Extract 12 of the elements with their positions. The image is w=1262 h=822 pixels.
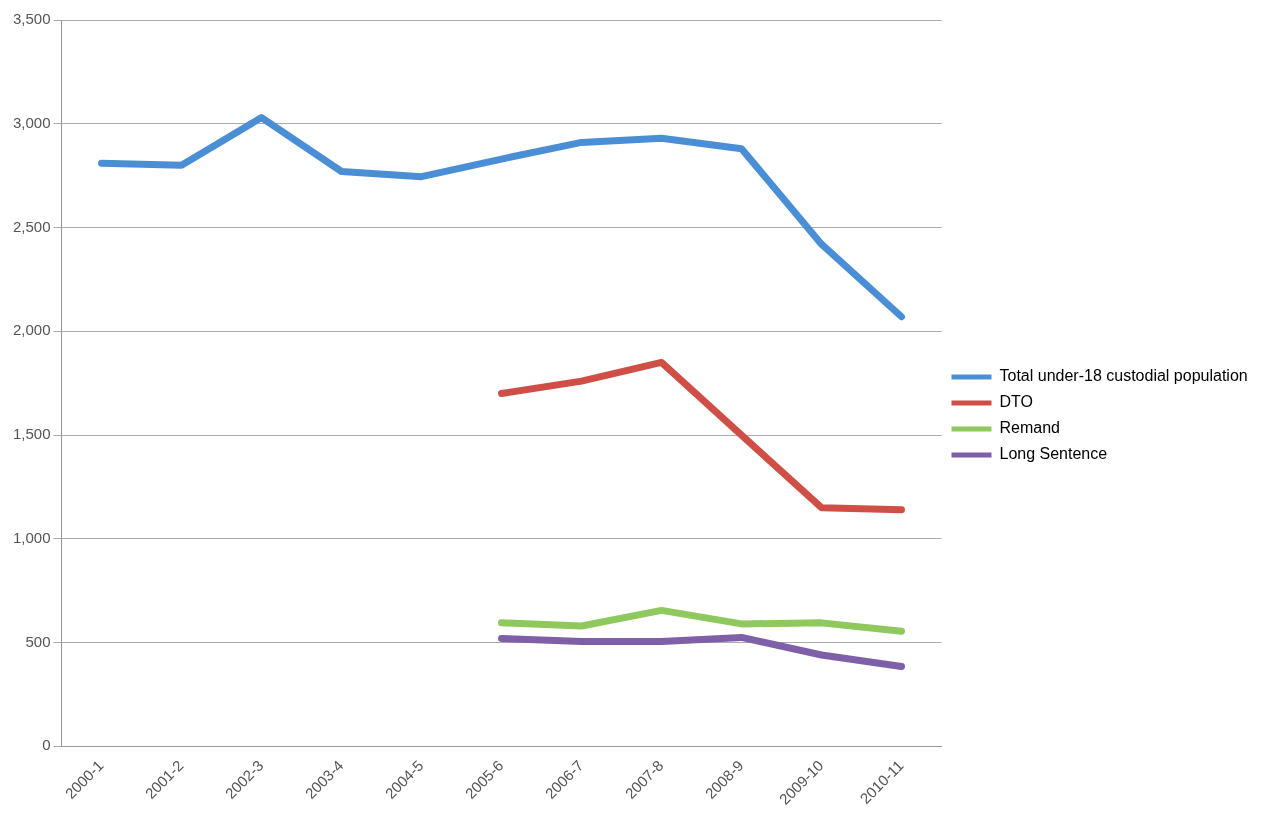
y-tick-label: 3,000 xyxy=(12,113,51,131)
legend-label: Long Sentence xyxy=(999,445,1108,463)
y-tick-label: 2,500 xyxy=(12,217,51,235)
legend-label: DTO xyxy=(999,393,1033,411)
y-tick-label: 0 xyxy=(42,736,51,754)
y-tick-label: 1,000 xyxy=(12,528,51,546)
y-tick-label: 1,500 xyxy=(12,425,51,443)
legend-label: Remand xyxy=(999,419,1060,437)
y-tick-label: 500 xyxy=(25,632,51,650)
legend-label: Total under-18 custodial population xyxy=(999,367,1248,385)
y-tick-label: 3,500 xyxy=(12,10,51,28)
y-tick-label: 2,000 xyxy=(12,321,51,339)
